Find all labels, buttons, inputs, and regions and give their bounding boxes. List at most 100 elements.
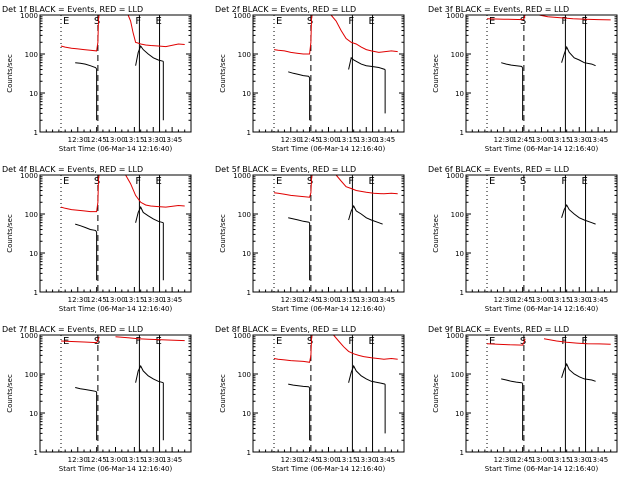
series-events-segment-2 [135, 364, 164, 384]
y-tick-label: 10 [455, 90, 464, 98]
marker-label-e: E [156, 176, 162, 187]
x-tick-label: 13:15 [124, 456, 144, 464]
x-tick-label: 12:30 [68, 136, 88, 144]
plot-frame [465, 334, 618, 453]
series-events-segment-1 [288, 383, 310, 388]
x-tick-label: 13:30 [569, 136, 589, 144]
chart-panel-8: Det 8f BLACK = Events, RED = LLD E S F E 1 10 1… [215, 325, 405, 473]
series-lld-segment-2 [125, 174, 185, 208]
y-tick-label: 1 [34, 289, 38, 297]
x-tick-label: 12:45 [87, 136, 107, 144]
series-lld-segment-1 [60, 14, 100, 52]
x-axis-label: Start Time (06-Mar-14 12:16:40) [485, 465, 599, 473]
x-tick-label: 13:45 [162, 296, 182, 304]
marker-label-f: F [348, 336, 354, 347]
x-tick-label: 13:00 [105, 296, 125, 304]
x-tick-label: 13:45 [375, 136, 395, 144]
marker-label-e: E [582, 16, 588, 27]
y-tick-label: 10 [242, 250, 251, 258]
x-tick-label: 12:30 [494, 136, 514, 144]
x-tick-label: 13:45 [588, 136, 608, 144]
x-tick-label: 13:30 [569, 296, 589, 304]
y-tick-label: 1 [460, 449, 464, 457]
y-tick-label: 100 [238, 51, 251, 59]
series-events-segment-1 [288, 217, 310, 224]
x-tick-label: 12:45 [87, 296, 107, 304]
series-events-segment-2 [348, 364, 386, 385]
y-tick-label: 1 [460, 289, 464, 297]
x-tick-label: 13:00 [531, 136, 551, 144]
x-tick-label: 13:45 [375, 456, 395, 464]
x-tick-label: 13:00 [318, 456, 338, 464]
panel-title: Det 9f BLACK = Events, RED = LLD [428, 325, 569, 334]
series-lld-segment-2 [333, 334, 398, 360]
y-axis-label: Counts/sec [6, 54, 14, 93]
x-tick-label: 13:00 [105, 136, 125, 144]
marker-label-e: E [369, 16, 375, 27]
series-lld-segment-2 [543, 338, 611, 345]
series-lld-segment-1 [486, 338, 526, 346]
panel-title: Det 4f BLACK = Events, RED = LLD [2, 165, 143, 174]
marker-label-s: S [94, 16, 100, 27]
series-events-segment-2 [135, 44, 164, 66]
marker-label-f: F [561, 336, 567, 347]
y-tick-label: 1000 [233, 12, 251, 20]
y-tick-label: 1 [460, 129, 464, 137]
marker-label-s: S [307, 336, 313, 347]
x-tick-label: 13:30 [356, 296, 376, 304]
y-tick-label: 10 [29, 90, 38, 98]
marker-label-f: F [135, 336, 141, 347]
x-tick-label: 12:30 [281, 296, 301, 304]
y-tick-label: 1000 [446, 12, 464, 20]
series-lld-segment-1 [273, 334, 313, 363]
x-tick-label: 12:30 [494, 296, 514, 304]
series-events-segment-1 [75, 387, 97, 393]
series-events-segment-2 [561, 45, 596, 67]
x-tick-label: 13:15 [124, 136, 144, 144]
y-tick-label: 100 [25, 371, 38, 379]
series-lld-segment-1 [60, 336, 100, 344]
y-axis-label: Counts/sec [432, 54, 440, 93]
y-axis-label: Counts/sec [432, 214, 440, 253]
series-lld-segment-2 [538, 14, 611, 21]
x-tick-label: 13:45 [588, 456, 608, 464]
y-axis-label: Counts/sec [219, 54, 227, 93]
marker-label-e: E [582, 176, 588, 187]
y-tick-label: 1000 [233, 172, 251, 180]
y-tick-label: 1 [34, 129, 38, 137]
x-tick-label: 13:30 [143, 456, 163, 464]
series-lld-segment-2 [335, 174, 398, 195]
y-tick-label: 100 [25, 51, 38, 59]
series-events-segment-1 [501, 62, 523, 68]
y-tick-label: 100 [451, 371, 464, 379]
y-tick-label: 10 [29, 410, 38, 418]
series-lld-segment-1 [273, 14, 313, 55]
marker-label-e: E [489, 176, 495, 187]
y-tick-label: 100 [451, 51, 464, 59]
chart-panel-9: Det 9f BLACK = Events, RED = LLD E S F E 1 10 1… [428, 325, 618, 473]
x-tick-label: 13:30 [356, 136, 376, 144]
y-tick-label: 1000 [20, 332, 38, 340]
y-tick-label: 1 [247, 289, 251, 297]
chart-panel-6: Det 6f BLACK = Events, RED = LLD E S F E 1 10 1… [428, 165, 618, 313]
x-tick-label: 13:45 [375, 296, 395, 304]
y-tick-label: 10 [242, 90, 251, 98]
x-tick-label: 13:00 [531, 296, 551, 304]
x-tick-label: 12:45 [87, 456, 107, 464]
marker-label-f: F [135, 176, 141, 187]
x-tick-label: 13:45 [162, 456, 182, 464]
marker-label-f: F [135, 16, 141, 27]
marker-label-e: E [63, 16, 69, 27]
y-tick-label: 10 [455, 410, 464, 418]
x-tick-label: 13:30 [143, 136, 163, 144]
x-axis-label: Start Time (06-Mar-14 12:16:40) [272, 145, 386, 153]
marker-label-s: S [520, 336, 526, 347]
series-events-segment-1 [75, 62, 97, 70]
series-lld-segment-2 [115, 336, 185, 342]
y-tick-label: 1 [34, 449, 38, 457]
x-tick-label: 13:15 [337, 136, 357, 144]
x-tick-label: 12:45 [300, 136, 320, 144]
y-tick-label: 10 [29, 250, 38, 258]
